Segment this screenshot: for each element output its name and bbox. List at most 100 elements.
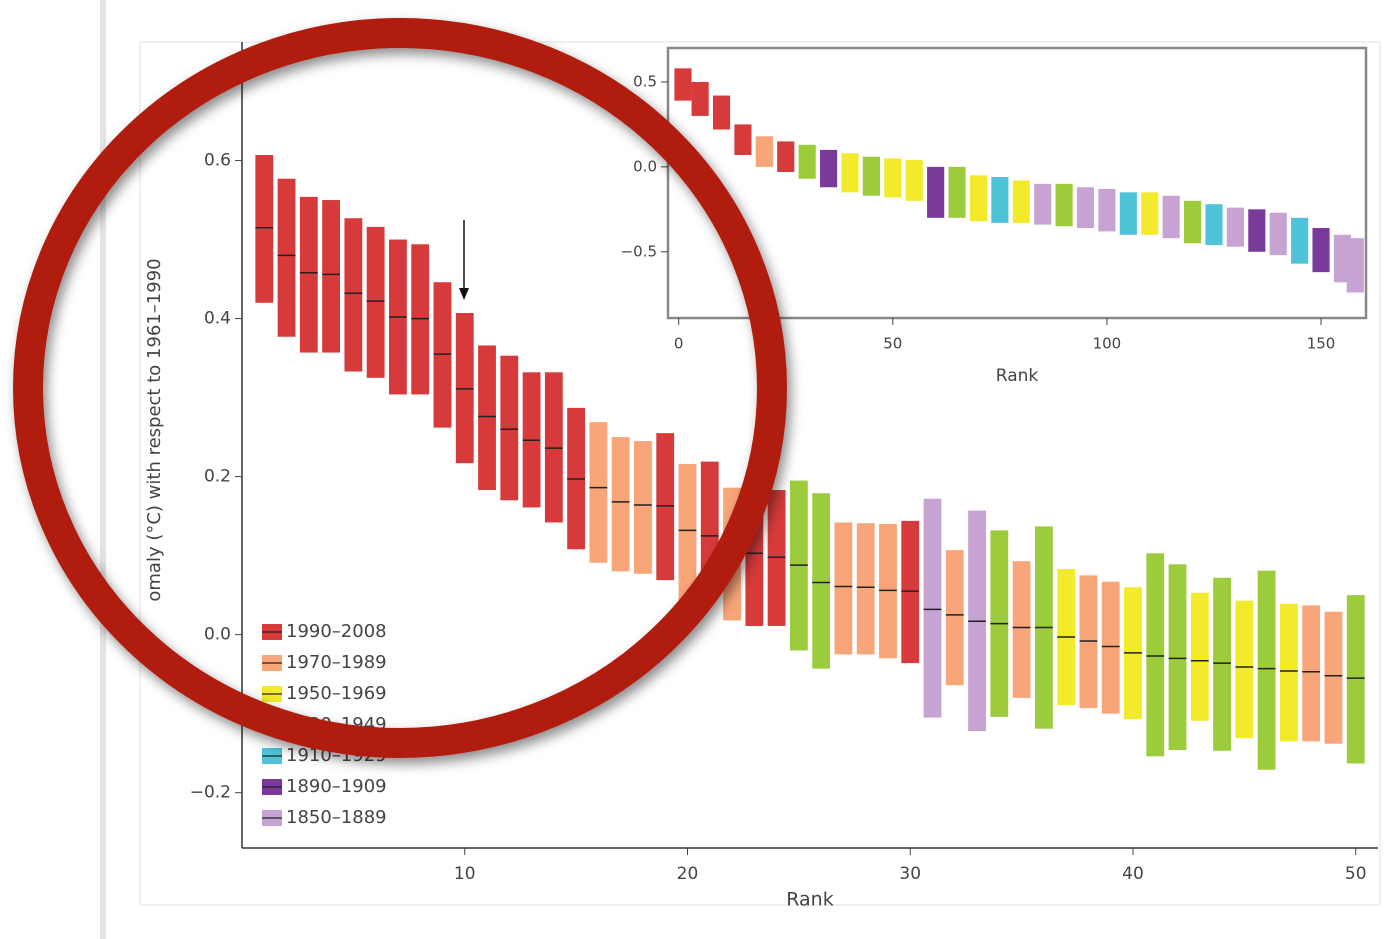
- legend-label: 1970–1989: [286, 652, 387, 673]
- range-bar: [1055, 183, 1073, 227]
- y-tick-label: 0.4: [204, 309, 231, 329]
- range-bar: [1205, 204, 1223, 245]
- range-bar: [255, 154, 274, 303]
- y-tick-label: 0.5: [633, 72, 657, 90]
- range-bar: [927, 166, 945, 218]
- y-tick-label: −0.2: [190, 783, 231, 803]
- range-bar: [478, 345, 496, 491]
- range-bar: [969, 175, 988, 222]
- range-bar: [1098, 188, 1116, 232]
- range-bar: [1076, 187, 1095, 228]
- range-bar: [1184, 200, 1202, 244]
- range-bar: [1101, 581, 1120, 714]
- range-bar: [1162, 195, 1180, 239]
- range-bar: [674, 68, 692, 101]
- range-bar: [411, 244, 430, 395]
- main-chart: 0.6 0.4 0.2 0.0 −0.2 10 20 30 40 50 Rank omaly (°C)…: [144, 42, 1378, 911]
- range-bar: [366, 226, 385, 378]
- y-tick-label: −0.5: [621, 242, 657, 260]
- range-bar: [1248, 209, 1266, 252]
- x-axis-label: Rank: [996, 366, 1039, 386]
- y-tick-label: 0.6: [204, 151, 231, 171]
- highlight-circle: [13, 18, 787, 758]
- x-axis-label: Rank: [786, 889, 833, 911]
- x-tick-label: 10: [454, 864, 476, 884]
- inset-chart: 0.5 0.0 −0.5 0 50 100 150 Rank: [621, 46, 1368, 386]
- range-bar: [991, 177, 1009, 223]
- side-bar: [100, 0, 106, 939]
- range-bar: [1012, 561, 1031, 698]
- range-bar: [1291, 217, 1309, 264]
- range-bar: [923, 498, 942, 718]
- range-bar: [1119, 192, 1137, 235]
- range-bar: [634, 441, 652, 574]
- range-bar: [862, 156, 880, 196]
- range-bar: [1302, 605, 1321, 742]
- range-bar: [344, 218, 363, 372]
- range-bar: [678, 463, 697, 601]
- range-bar: [1257, 570, 1276, 770]
- range-bar: [884, 158, 902, 198]
- range-bar: [656, 433, 675, 581]
- range-bar: [277, 178, 296, 337]
- range-bar: [820, 149, 838, 188]
- y-tick-label: 0.2: [204, 467, 231, 487]
- range-bar: [777, 141, 795, 172]
- y-axis-label: omaly (°C) with respect to 1961–1990: [144, 258, 165, 601]
- y-tick-label: 0.0: [204, 625, 231, 645]
- range-bar: [455, 313, 474, 464]
- range-bar: [1235, 600, 1254, 739]
- range-bar: [1190, 592, 1209, 721]
- range-bar: [1333, 234, 1352, 283]
- range-bar: [856, 523, 875, 655]
- range-bar: [500, 355, 519, 501]
- range-bar: [767, 490, 786, 626]
- range-bar: [1146, 553, 1165, 757]
- range-bar: [1012, 180, 1030, 223]
- range-bar: [322, 200, 341, 353]
- range-bar: [755, 136, 773, 167]
- range-bar: [879, 524, 897, 659]
- x-tick-label: 50: [1345, 864, 1367, 884]
- range-bar: [1324, 611, 1343, 744]
- y-tick-label: 0.0: [633, 157, 657, 175]
- range-bar: [1346, 595, 1365, 764]
- range-bar: [1141, 192, 1159, 235]
- x-tick-label: 20: [677, 864, 699, 884]
- range-bar: [841, 153, 859, 193]
- x-tick-label: 30: [899, 864, 921, 884]
- range-bar: [611, 437, 630, 572]
- range-bar: [691, 81, 709, 116]
- range-bar: [901, 520, 920, 664]
- range-bar: [1312, 228, 1330, 273]
- legend-label: 1950–1969: [286, 683, 387, 704]
- range-bar: [299, 196, 318, 353]
- range-bar: [1269, 212, 1287, 256]
- range-bar: [544, 372, 563, 523]
- range-bar: [1168, 564, 1187, 751]
- range-bar: [905, 160, 923, 201]
- x-tick-label: 50: [883, 335, 902, 353]
- range-bar: [712, 95, 731, 130]
- range-bar: [945, 550, 964, 686]
- range-bar: [734, 124, 752, 155]
- range-bar: [948, 166, 966, 218]
- legend-label: 1850–1889: [286, 807, 387, 828]
- x-tick-label: 150: [1307, 335, 1336, 353]
- range-bar: [1213, 577, 1231, 751]
- range-bar: [589, 422, 608, 563]
- arrow: [459, 220, 469, 300]
- legend-label: 1990–2008: [286, 621, 387, 642]
- range-bar: [1079, 575, 1098, 709]
- range-bar: [433, 282, 452, 428]
- range-bar: [1226, 207, 1244, 247]
- range-bar: [798, 144, 816, 179]
- range-bar: [1279, 603, 1298, 742]
- legend-label: 1890–1909: [286, 776, 387, 797]
- x-tick-label: 40: [1122, 864, 1144, 884]
- x-tick-label: 100: [1093, 335, 1122, 353]
- range-bar: [812, 493, 831, 669]
- range-bar: [1346, 238, 1364, 293]
- range-bar: [834, 522, 853, 655]
- range-bar: [1034, 183, 1052, 225]
